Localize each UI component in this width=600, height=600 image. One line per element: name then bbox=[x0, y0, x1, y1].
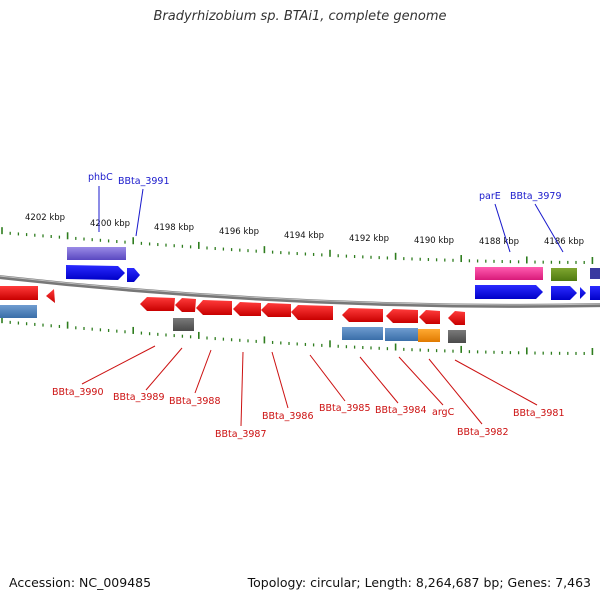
gene-BBta-3986-arrow[interactable] bbox=[233, 302, 261, 316]
accession-text: Accession: NC_009485 bbox=[9, 575, 152, 590]
genome-backbone-highlight bbox=[0, 275, 600, 306]
gene-label-argC[interactable]: argC bbox=[432, 407, 455, 418]
genome-summary-text: Topology: circular; Length: 8,264,687 bp… bbox=[247, 575, 591, 590]
gene-BBta-3987-arrow[interactable] bbox=[196, 300, 232, 315]
scale-label: 4192 kbp bbox=[349, 234, 389, 244]
bottom-callout-lines bbox=[81, 345, 538, 427]
gene-BBta-3988-arrow[interactable] bbox=[175, 298, 196, 312]
scale-label: 4190 kbp bbox=[414, 236, 454, 246]
gene-label-BBta-3991[interactable]: BBta_3991 bbox=[118, 176, 170, 187]
gene-phbC-arrow[interactable] bbox=[66, 265, 125, 280]
scale-label: 4194 kbp bbox=[284, 231, 324, 241]
gene-label-parE[interactable]: parE bbox=[479, 191, 501, 202]
gene-BBta-3983-feature[interactable] bbox=[385, 328, 418, 341]
gene-left-steel-feature[interactable] bbox=[0, 305, 37, 318]
gene-BBta-3990-arrow[interactable] bbox=[46, 289, 55, 303]
gene-label-BBta-3990[interactable]: BBta_3990 bbox=[52, 387, 104, 398]
gene-edge-feature[interactable] bbox=[590, 268, 600, 279]
scale-ticks-top bbox=[1, 227, 594, 264]
gene-parE-arrow[interactable] bbox=[475, 285, 543, 299]
gene-parE-feature[interactable] bbox=[475, 267, 543, 280]
gene-BBta-3981-arrow[interactable] bbox=[448, 311, 465, 325]
scale-label: 4188 kbp bbox=[479, 237, 519, 247]
figure-title: Bradyrhizobium sp. BTAi1, complete genom… bbox=[153, 9, 447, 24]
scale-label: 4196 kbp bbox=[219, 227, 259, 237]
gene-label-BBta-3982[interactable]: BBta_3982 bbox=[457, 427, 509, 438]
gene-argC-arrow[interactable] bbox=[386, 309, 418, 323]
scale-label: 4198 kbp bbox=[154, 223, 194, 233]
gene-label-BBta-3986[interactable]: BBta_3986 bbox=[262, 411, 314, 422]
top-callout-lines bbox=[98, 186, 564, 253]
gene-BBta-3989-arrow[interactable] bbox=[140, 297, 175, 311]
gene-left-arrow[interactable] bbox=[0, 286, 38, 300]
genome-backbone bbox=[0, 275, 600, 308]
gene-argC-feature[interactable] bbox=[418, 329, 440, 342]
gene-BBta-3991-arrow[interactable] bbox=[127, 268, 140, 282]
scale-label: 4200 kbp bbox=[90, 219, 130, 229]
gene-BBta-3982-feature[interactable] bbox=[448, 330, 466, 343]
scale-ticks-bottom bbox=[1, 316, 594, 355]
gene-edge-arrow-2[interactable] bbox=[590, 286, 600, 300]
gene-label-BBta-3989[interactable]: BBta_3989 bbox=[113, 392, 165, 403]
gene-BBta-3983-arrow[interactable] bbox=[342, 308, 383, 322]
gene-label-phbC[interactable]: phbC bbox=[88, 172, 113, 183]
gene-BBta-3982-arrow[interactable] bbox=[419, 310, 440, 324]
gene-label-BBta-3985[interactable]: BBta_3985 bbox=[319, 403, 371, 414]
gene-BBta-3985-arrow[interactable] bbox=[261, 303, 291, 317]
gene-BBta-3984-arrow[interactable] bbox=[291, 305, 333, 320]
scale-label: 4202 kbp bbox=[25, 213, 65, 223]
reverse-strand-features bbox=[0, 286, 466, 343]
gene-label-BBta-3984[interactable]: BBta_3984 bbox=[375, 405, 427, 416]
gene-BBta-3979-feature[interactable] bbox=[551, 268, 577, 281]
forward-strand-features bbox=[66, 247, 600, 300]
gene-BBta-3989-feature[interactable] bbox=[173, 318, 194, 331]
gene-label-BBta-3979[interactable]: BBta_3979 bbox=[510, 191, 562, 202]
gene-BBta-3979-arrow[interactable] bbox=[551, 286, 577, 300]
gene-edge-arrow[interactable] bbox=[580, 287, 586, 299]
gene-BBta-3984-feature[interactable] bbox=[342, 327, 383, 340]
scale-label: 4186 kbp bbox=[544, 237, 584, 247]
gene-phbC-feature[interactable] bbox=[67, 247, 126, 260]
gene-label-BBta-3988[interactable]: BBta_3988 bbox=[169, 396, 221, 407]
gene-label-BBta-3981[interactable]: BBta_3981 bbox=[513, 408, 565, 419]
gene-label-BBta-3987[interactable]: BBta_3987 bbox=[215, 429, 267, 440]
